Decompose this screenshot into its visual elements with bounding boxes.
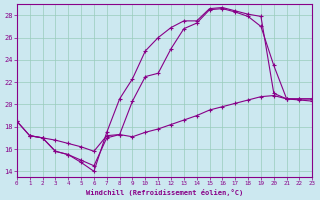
X-axis label: Windchill (Refroidissement éolien,°C): Windchill (Refroidissement éolien,°C) — [86, 189, 243, 196]
